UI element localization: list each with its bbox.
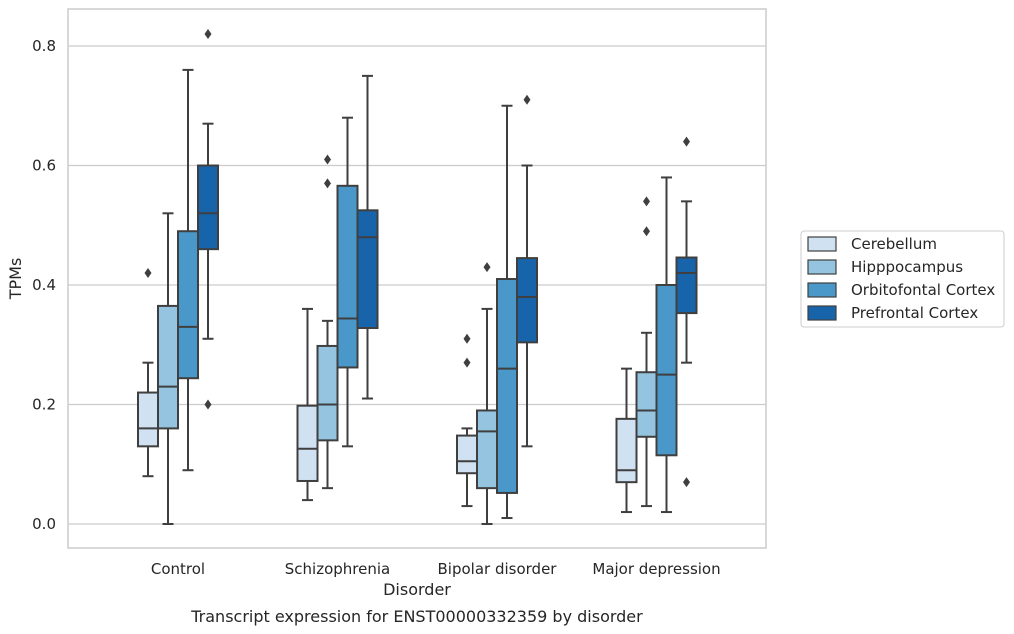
- box-3-3: [675, 136, 698, 488]
- box-3-1: [356, 74, 379, 400]
- y-axis-label: TPMs: [6, 258, 25, 301]
- box-2-2: [496, 104, 518, 520]
- outlier-point: [324, 178, 331, 189]
- box-iqr: [496, 278, 518, 494]
- box-2-3: [655, 176, 678, 514]
- box-0-1: [296, 307, 319, 502]
- plot-background: [68, 9, 766, 548]
- legend-label: Cerebellum: [851, 235, 937, 253]
- box-0-3: [615, 367, 638, 514]
- x-axis-label: Disorder: [383, 580, 451, 599]
- box-iqr: [655, 284, 678, 457]
- box-iqr: [197, 164, 219, 251]
- legend-swatch: [807, 305, 837, 321]
- box-2-1: [336, 116, 359, 448]
- outlier-point: [643, 226, 650, 237]
- x-tick-label: Schizophrenia: [285, 560, 390, 578]
- box-1-2: [476, 262, 498, 525]
- y-tick-label: 0.2: [32, 396, 56, 414]
- chart-caption: Transcript expression for ENST0000033235…: [190, 607, 643, 626]
- box-iqr: [177, 230, 199, 380]
- legend-swatch: [807, 259, 837, 275]
- plot-frame: [67, 8, 767, 549]
- outlier-point: [204, 399, 212, 410]
- box-iqr: [356, 209, 379, 330]
- legend-swatch: [807, 236, 837, 252]
- outlier-point: [463, 333, 471, 344]
- legend-swatch: [807, 282, 837, 298]
- box-iqr: [296, 404, 319, 482]
- legend-label: Prefrontal Cortex: [851, 304, 978, 322]
- outlier-point: [324, 154, 331, 165]
- outlier-point: [683, 477, 690, 488]
- box-2-0: [177, 68, 199, 472]
- box-iqr: [635, 371, 658, 438]
- y-tick-label: 0.4: [32, 276, 56, 294]
- box-3-0: [197, 29, 219, 410]
- box-3-2: [516, 94, 538, 448]
- outlier-point: [144, 268, 152, 279]
- box-1-1: [316, 154, 339, 490]
- legend: Cerebellum Hipppocampus Orbitofontal Corte…: [800, 230, 1005, 328]
- outlier-point: [683, 136, 690, 147]
- box-iqr: [316, 344, 339, 442]
- box-iqr: [137, 391, 159, 448]
- outlier-point: [523, 94, 531, 105]
- box-iqr: [336, 184, 359, 369]
- box-groups: [137, 29, 698, 525]
- box-iqr: [675, 256, 698, 315]
- box-iqr: [516, 257, 538, 344]
- y-tick-label: 0.6: [32, 157, 56, 175]
- legend-label: Orbitofontal Cortex: [851, 281, 995, 299]
- x-tick-label: Major depression: [592, 560, 720, 578]
- y-tick-label: 0.0: [32, 515, 56, 533]
- box-iqr: [456, 434, 478, 475]
- legend-frame: [800, 230, 1005, 328]
- box-iqr: [615, 417, 638, 484]
- x-tick-label: Bipolar disorder: [438, 560, 558, 578]
- box-iqr: [476, 409, 498, 490]
- outlier-point: [463, 357, 471, 368]
- x-tick-label: Control: [151, 560, 205, 578]
- y-tick-label: 0.8: [32, 37, 56, 55]
- box-iqr: [157, 304, 179, 430]
- y-axis-ticks: 0.0 0.2 0.4 0.6 0.8: [32, 37, 56, 533]
- outlier-point: [483, 262, 491, 273]
- x-axis-ticks: Control Schizophrenia Bipolar disorder Majo…: [151, 560, 721, 578]
- legend-label: Hipppocampus: [851, 258, 963, 276]
- outlier-point: [204, 29, 212, 40]
- outlier-point: [643, 196, 650, 207]
